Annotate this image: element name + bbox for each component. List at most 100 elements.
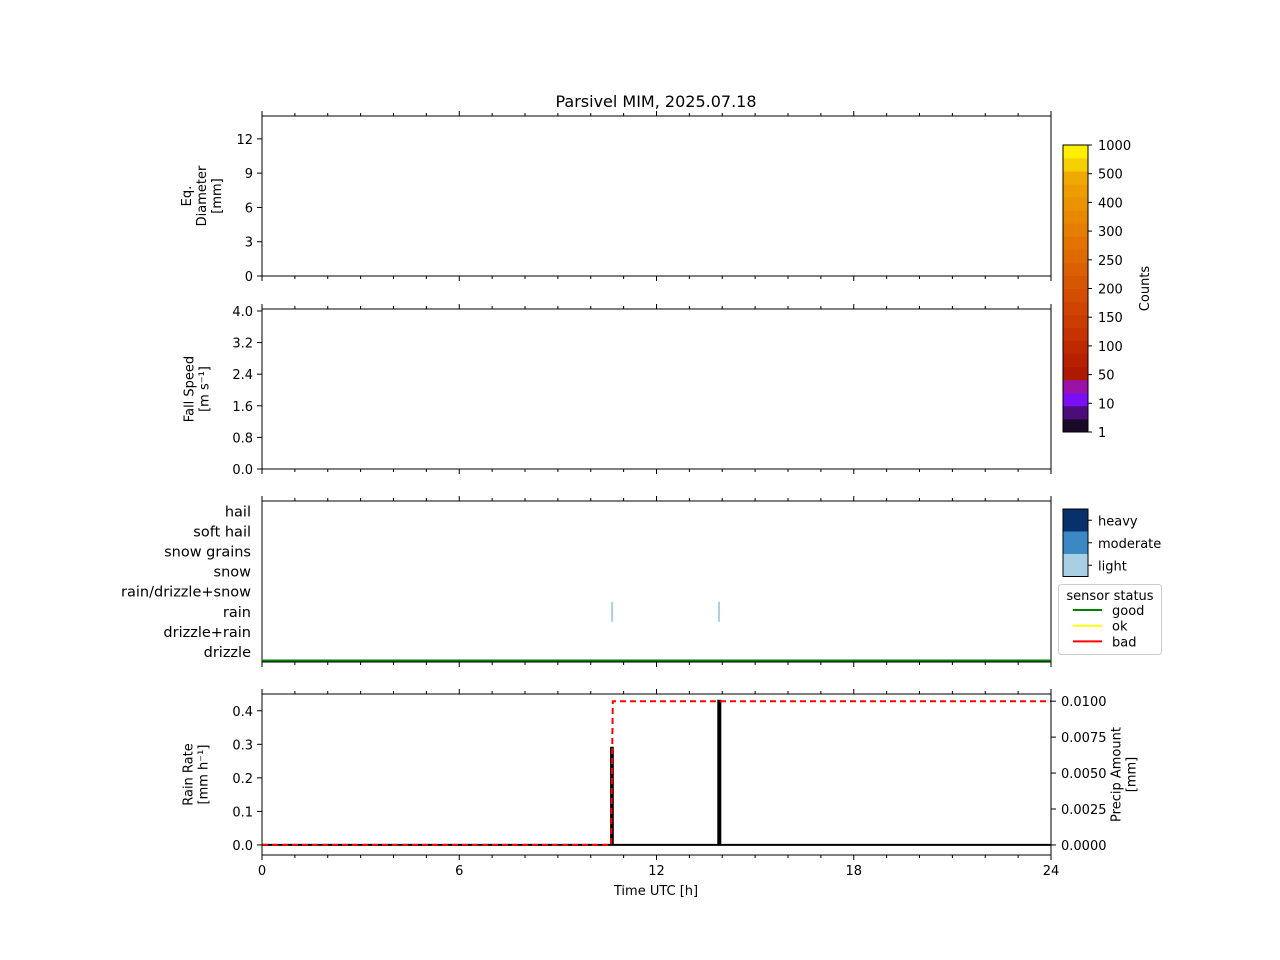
intensity-swatch-light (1063, 554, 1088, 577)
panel-diameter: 0 3 6 9 12 Eq. Diameter [mm] (180, 111, 1052, 285)
colorbar-tick-label: 250 (1098, 254, 1123, 269)
fall-speed-ylabel: Fall Speed (183, 356, 198, 422)
colorbar-segment (1063, 236, 1088, 250)
y-tick-label: 0.8 (232, 431, 253, 446)
rain-rate-ylabel: [mm h⁻¹] (197, 745, 212, 805)
rain-rate-ylabel: Rain Rate (182, 743, 197, 806)
category-label: soft hail (193, 524, 251, 540)
y-tick-label: 0.4 (232, 705, 253, 720)
colorbar-segment (1063, 171, 1088, 185)
y-tick-label: 0.2 (232, 772, 253, 787)
colorbar-tick-label: 300 (1098, 225, 1123, 240)
x-axis-label: Time UTC [h] (613, 884, 698, 899)
colorbar-tick-label: 1000 (1098, 139, 1131, 154)
colorbar-segment (1063, 340, 1088, 355)
fall-speed-ylabel: [m s⁻¹] (198, 366, 213, 412)
y2-tick-label: 0.0100 (1061, 695, 1107, 710)
category-label: drizzle+rain (163, 625, 251, 641)
intensity-legend: heavy moderate light (1062, 508, 1161, 577)
y-tick-label: 4.0 (232, 305, 253, 320)
rain-rate-line (262, 699, 1051, 846)
colorbar-segment (1063, 223, 1088, 237)
diameter-ylabel: [mm] (210, 178, 225, 213)
y-tick-label: 12 (236, 133, 253, 148)
colorbar-segment (1063, 392, 1088, 407)
colorbar-tick-label: 50 (1098, 369, 1115, 384)
x-tick-label: 12 (648, 864, 665, 879)
y-tick-label: 3 (245, 236, 253, 251)
y-tick-label: 1.6 (232, 400, 253, 415)
y-tick-label: 0.3 (232, 738, 253, 753)
category-label: drizzle (204, 645, 251, 661)
chart-title: Parsivel MIM, 2025.07.18 (555, 92, 756, 111)
y2-tick-label: 0.0075 (1061, 731, 1107, 746)
intensity-label-heavy: heavy (1098, 514, 1138, 529)
counts-colorbar: 1 10 50 100 150 200 250 300 400 500 1000 Counts (1062, 139, 1153, 441)
colorbar-segment (1063, 314, 1088, 329)
status-legend-label-good: good (1112, 604, 1144, 619)
y-tick-label: 2.4 (232, 368, 253, 383)
colorbar-segment (1063, 197, 1088, 211)
fall-speed-plot-area (261, 308, 1052, 470)
precip-amount-line (262, 700, 1051, 846)
colorbar-tick-label: 500 (1098, 168, 1123, 183)
colorbar-tick-label: 150 (1098, 311, 1123, 326)
y-tick-label: 0.0 (232, 839, 253, 854)
colorbar-segment (1063, 184, 1088, 198)
panel-rain: 0.0 0.1 0.2 0.3 0.4 0.0000 0.0025 0.0050 0.0075 0… (182, 689, 1140, 879)
colorbar-tick-label: 10 (1098, 397, 1115, 412)
x-tick-label: 18 (845, 864, 862, 879)
colorbar-tick-label: 1 (1098, 426, 1106, 441)
colorbar-segment (1063, 301, 1088, 315)
colorbar-segment (1063, 288, 1088, 302)
colorbar-segment (1063, 353, 1088, 368)
x-tick-label: 24 (1043, 864, 1060, 879)
y-tick-label: 3.2 (232, 337, 253, 352)
y2-tick-label: 0.0025 (1061, 803, 1107, 818)
status-legend-title: sensor status (1066, 589, 1153, 604)
colorbar-segment (1063, 275, 1088, 289)
intensity-frame (1062, 508, 1089, 577)
diameter-plot-area (261, 115, 1052, 277)
colorbar-segment (1063, 366, 1088, 381)
category-label: hail (225, 504, 251, 520)
x-tick-label: 0 (258, 864, 266, 879)
category-label: rain (223, 605, 251, 621)
precip-type-plot-area (261, 500, 1052, 663)
diameter-ylabel: Diameter (195, 165, 210, 226)
colorbar-segment (1063, 379, 1088, 394)
diameter-ylabel: Eq. (180, 186, 195, 207)
colorbar-segment (1063, 158, 1088, 172)
category-label: rain/drizzle+snow (121, 585, 251, 601)
colorbar-tick-label: 100 (1098, 340, 1123, 355)
status-legend-label-ok: ok (1112, 620, 1128, 635)
colorbar-segment (1063, 418, 1088, 433)
y2-tick-label: 0.0050 (1061, 767, 1107, 782)
intensity-label-light: light (1098, 559, 1127, 574)
rain-plot-area (261, 693, 1052, 856)
colorbar-tick-label: 200 (1098, 283, 1123, 298)
y-tick-label: 0.0 (232, 463, 253, 478)
status-legend-box (1058, 584, 1162, 655)
colorbar-segment (1063, 405, 1088, 420)
intensity-swatch-moderate (1063, 531, 1088, 554)
category-label: snow grains (164, 545, 251, 561)
colorbar-label: Counts (1138, 266, 1153, 312)
colorbar-segment (1063, 327, 1088, 342)
panel-fall-speed: 0.0 0.8 1.6 2.4 3.2 4.0 Fall Speed [m s⁻¹] (183, 304, 1052, 478)
category-label: snow (214, 565, 252, 581)
y2-tick-label: 0.0000 (1061, 839, 1107, 854)
intensity-swatch-heavy (1063, 509, 1088, 532)
intensity-label-moderate: moderate (1098, 537, 1161, 552)
colorbar-tick-label: 400 (1098, 196, 1123, 211)
precip-amount-ylabel: Precip Amount (1110, 727, 1125, 822)
y-tick-label: 6 (245, 201, 253, 216)
colorbar-segment (1063, 262, 1088, 276)
y-tick-label: 0 (245, 270, 253, 285)
status-legend-label-bad: bad (1112, 635, 1136, 650)
colorbar-segment (1063, 210, 1088, 224)
x-tick-label: 6 (455, 864, 463, 879)
colorbar-segment (1063, 249, 1088, 263)
